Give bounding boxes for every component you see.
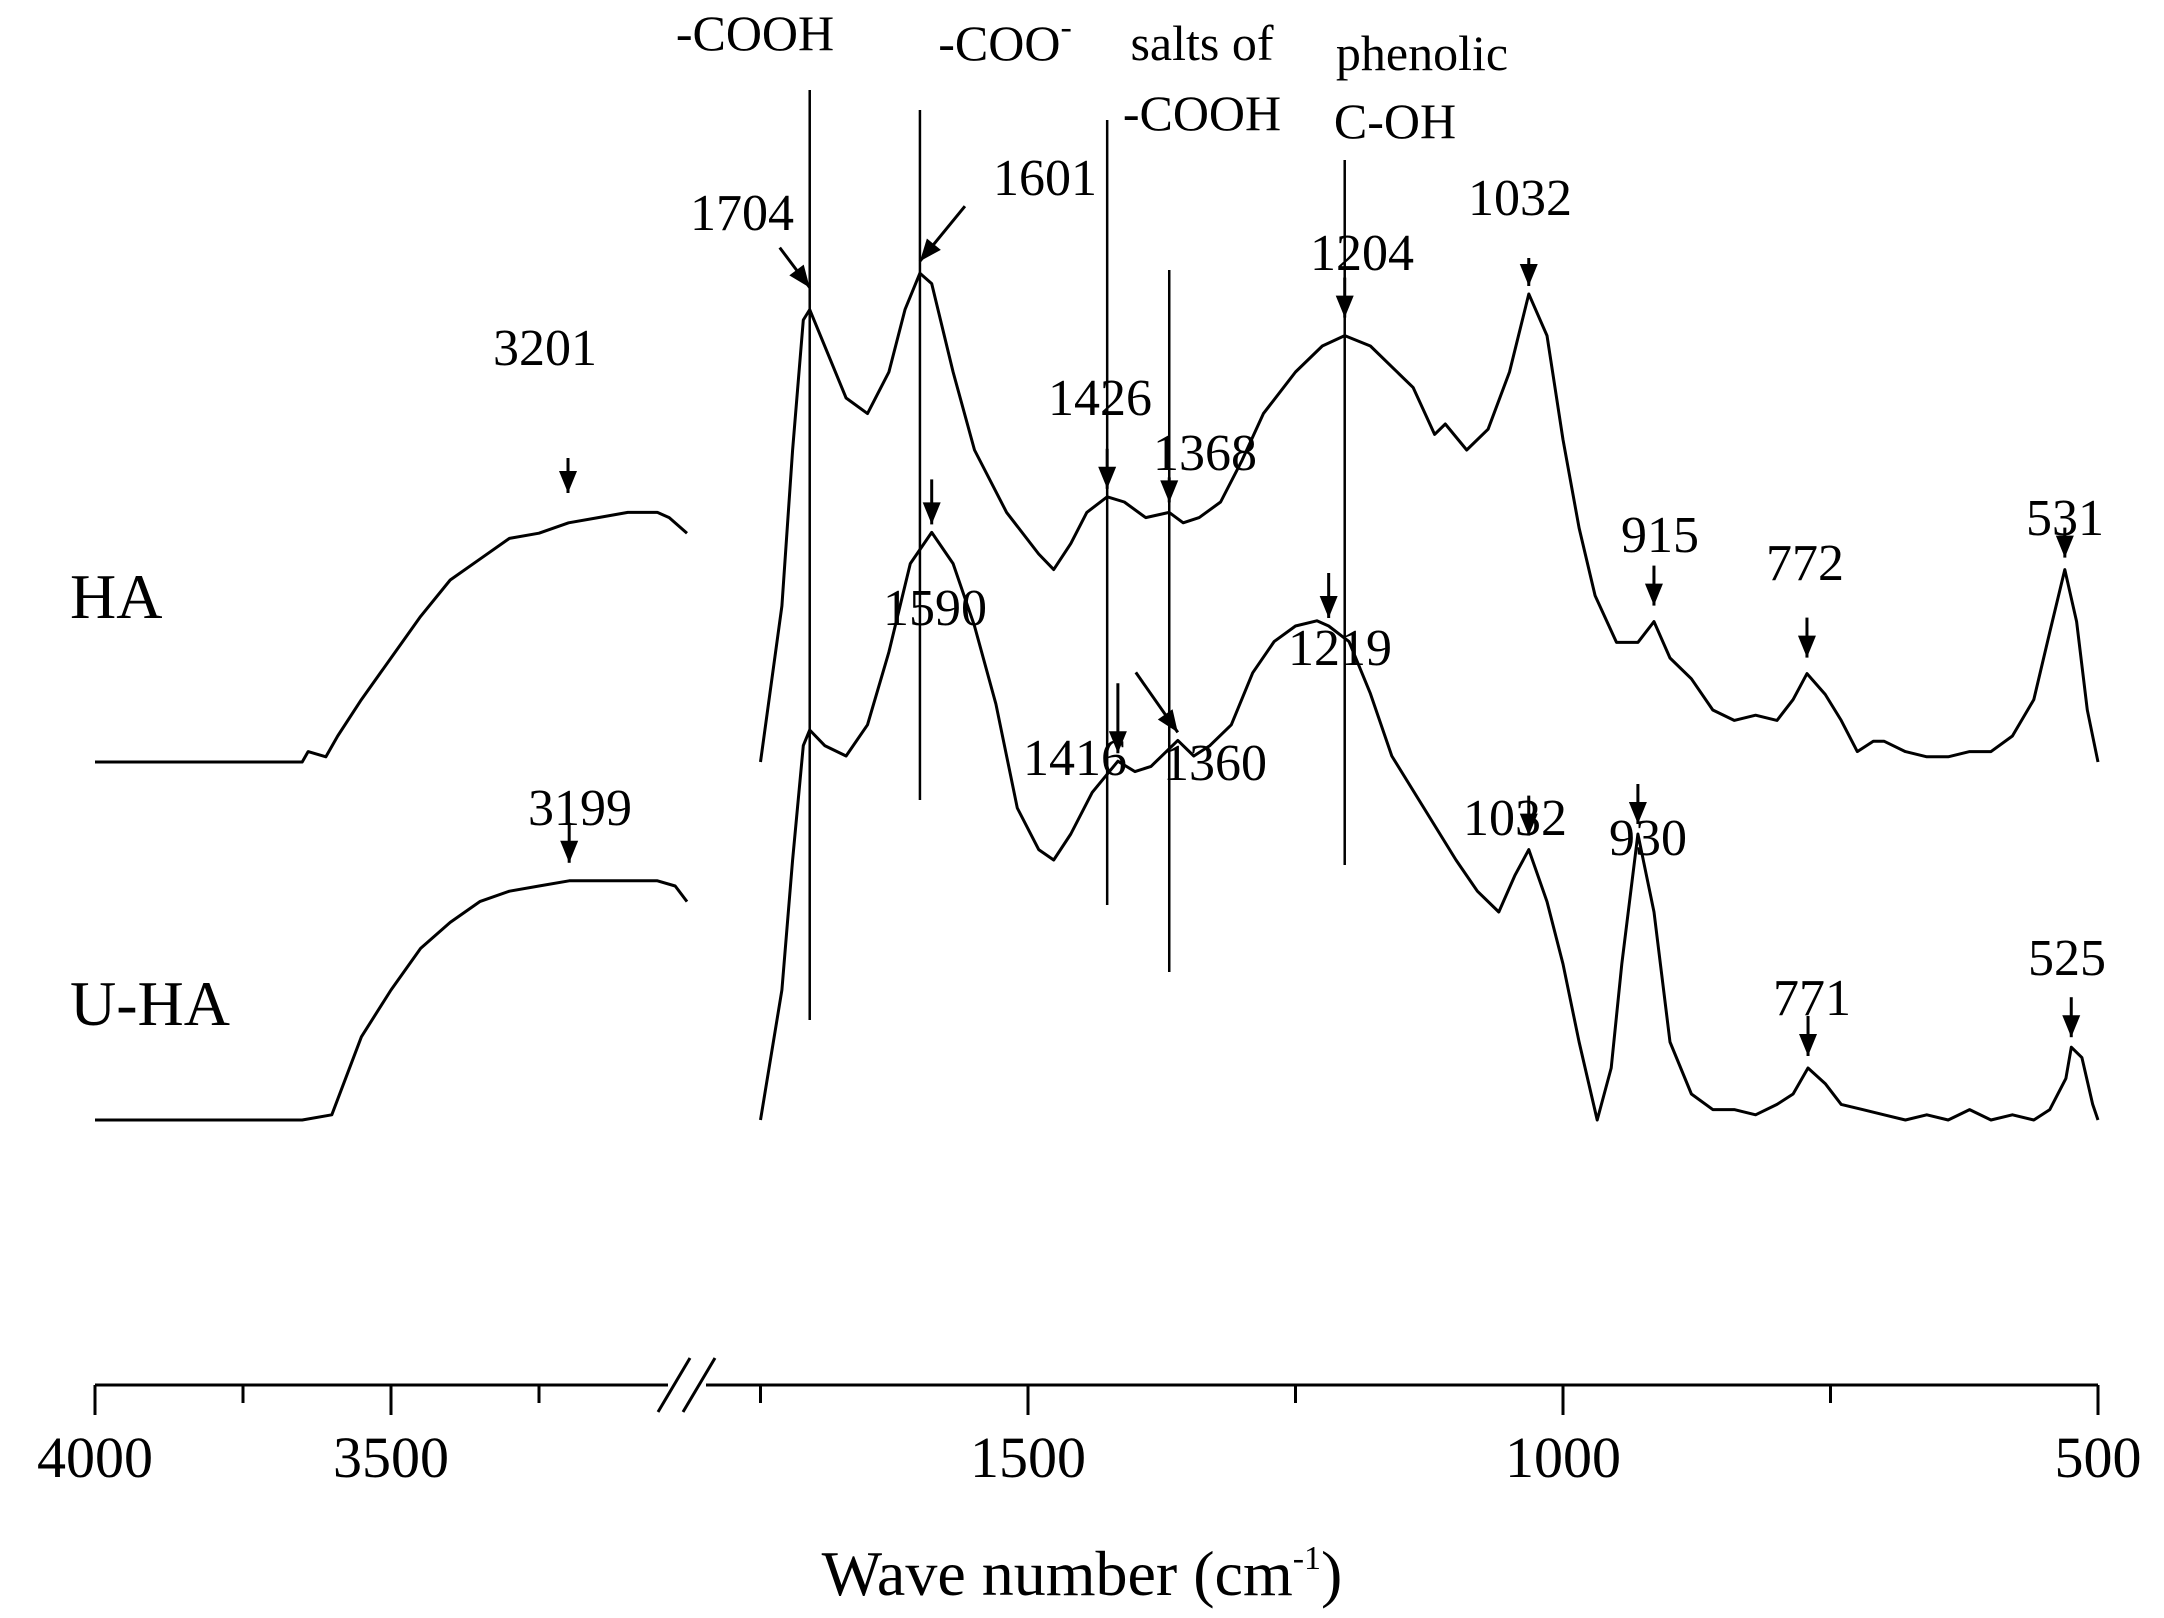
peak-arrow-head-u-ha-1590 (922, 502, 941, 525)
peak-label-u-ha-1032: 1032 (1463, 790, 1567, 847)
peak-label-ha-1426: 1426 (1048, 370, 1152, 427)
peak-arrow-head-ha-1368 (1160, 480, 1179, 503)
peak-label-ha-1704: 1704 (690, 185, 794, 242)
peak-arrow-head-ha-1704 (789, 264, 810, 288)
peak-arrow-head-ha-531 (2055, 535, 2074, 558)
peak-label-u-ha-1590: 1590 (883, 580, 987, 637)
peak-label-u-ha-3199: 3199 (528, 780, 632, 837)
tick-label-4000: 4000 (37, 1425, 153, 1490)
peak-label-ha-1204: 1204 (1310, 225, 1414, 282)
peak-label-u-ha-930: 930 (1609, 810, 1687, 867)
peak-arrow-head-ha-1601 (919, 238, 941, 262)
axis-break-mark-1 (656, 1357, 692, 1413)
peak-arrow-head-ha-915 (1644, 583, 1663, 606)
x-axis-title: Wave number (cm-1) (822, 1538, 1343, 1609)
group-label-salts-line1: salts of (1130, 15, 1273, 71)
peak-label-u-ha-1416: 1416 (1023, 730, 1127, 787)
peak-arrow-head-u-ha-1032 (1519, 813, 1538, 836)
peak-arrow-head-ha-1426 (1098, 466, 1117, 489)
peak-arrow-head-u-ha-771 (1799, 1034, 1818, 1056)
tick-label-1500: 1500 (970, 1425, 1086, 1490)
peak-label-ha-1032: 1032 (1468, 170, 1572, 227)
peak-arrow-head-ha-1032 (1519, 264, 1538, 286)
group-label-phenolic-line2: C-OH (1334, 93, 1456, 149)
peak-arrow-head-u-ha-3199 (560, 840, 579, 863)
curve-u-ha-segment-2 (759, 530, 2100, 1122)
peak-arrow-head-u-ha-1219 (1319, 596, 1338, 618)
peak-arrow-head-ha-3201 (559, 471, 578, 494)
group-label-phenolic-line1: phenolic (1336, 25, 1508, 81)
group-label-coo: -COO- (938, 9, 1072, 71)
tick-label-1000: 1000 (1505, 1425, 1621, 1490)
peak-arrow-head-u-ha-1416 (1108, 731, 1127, 754)
curve-u-ha-segment-1 (95, 879, 689, 1122)
series-label-u-ha: U-HA (70, 968, 230, 1039)
series-label-ha: HA (70, 561, 162, 632)
group-label-salts-line2: -COOH (1123, 85, 1281, 141)
group-label-cooh: -COOH (676, 5, 834, 61)
tick-label-3500: 3500 (333, 1425, 449, 1490)
peak-arrow-head-ha-772 (1797, 635, 1816, 658)
curve-ha-segment-1 (95, 510, 688, 764)
peak-label-u-ha-1219: 1219 (1288, 620, 1392, 677)
reference-lines (808, 90, 1346, 1020)
peak-label-ha-1601: 1601 (993, 150, 1097, 207)
peak-label-ha-915: 915 (1621, 507, 1699, 564)
peak-label-ha-772: 772 (1766, 535, 1844, 592)
peak-label-ha-3201: 3201 (493, 320, 597, 377)
peak-arrow-head-ha-1204 (1335, 295, 1354, 318)
axis-break-mark-2 (681, 1357, 717, 1413)
peak-label-u-ha-771: 771 (1773, 970, 1851, 1027)
peak-arrow-head-u-ha-525 (2062, 1015, 2081, 1038)
peak-label-u-ha-525: 525 (2028, 930, 2106, 987)
peak-label-ha-1368: 1368 (1153, 425, 1257, 482)
peak-arrow-head-u-ha-930 (1628, 802, 1647, 824)
curve-ha-segment-2 (759, 271, 2100, 763)
peak-label-u-ha-1360: 1360 (1163, 735, 1267, 792)
spectra-curves (95, 271, 2100, 1122)
tick-label-500: 500 (2055, 1425, 2142, 1490)
peak-arrow-head-u-ha-1360 (1157, 709, 1178, 733)
x-axis: 4000 3500 1500 1000 500 (37, 1357, 2142, 1490)
